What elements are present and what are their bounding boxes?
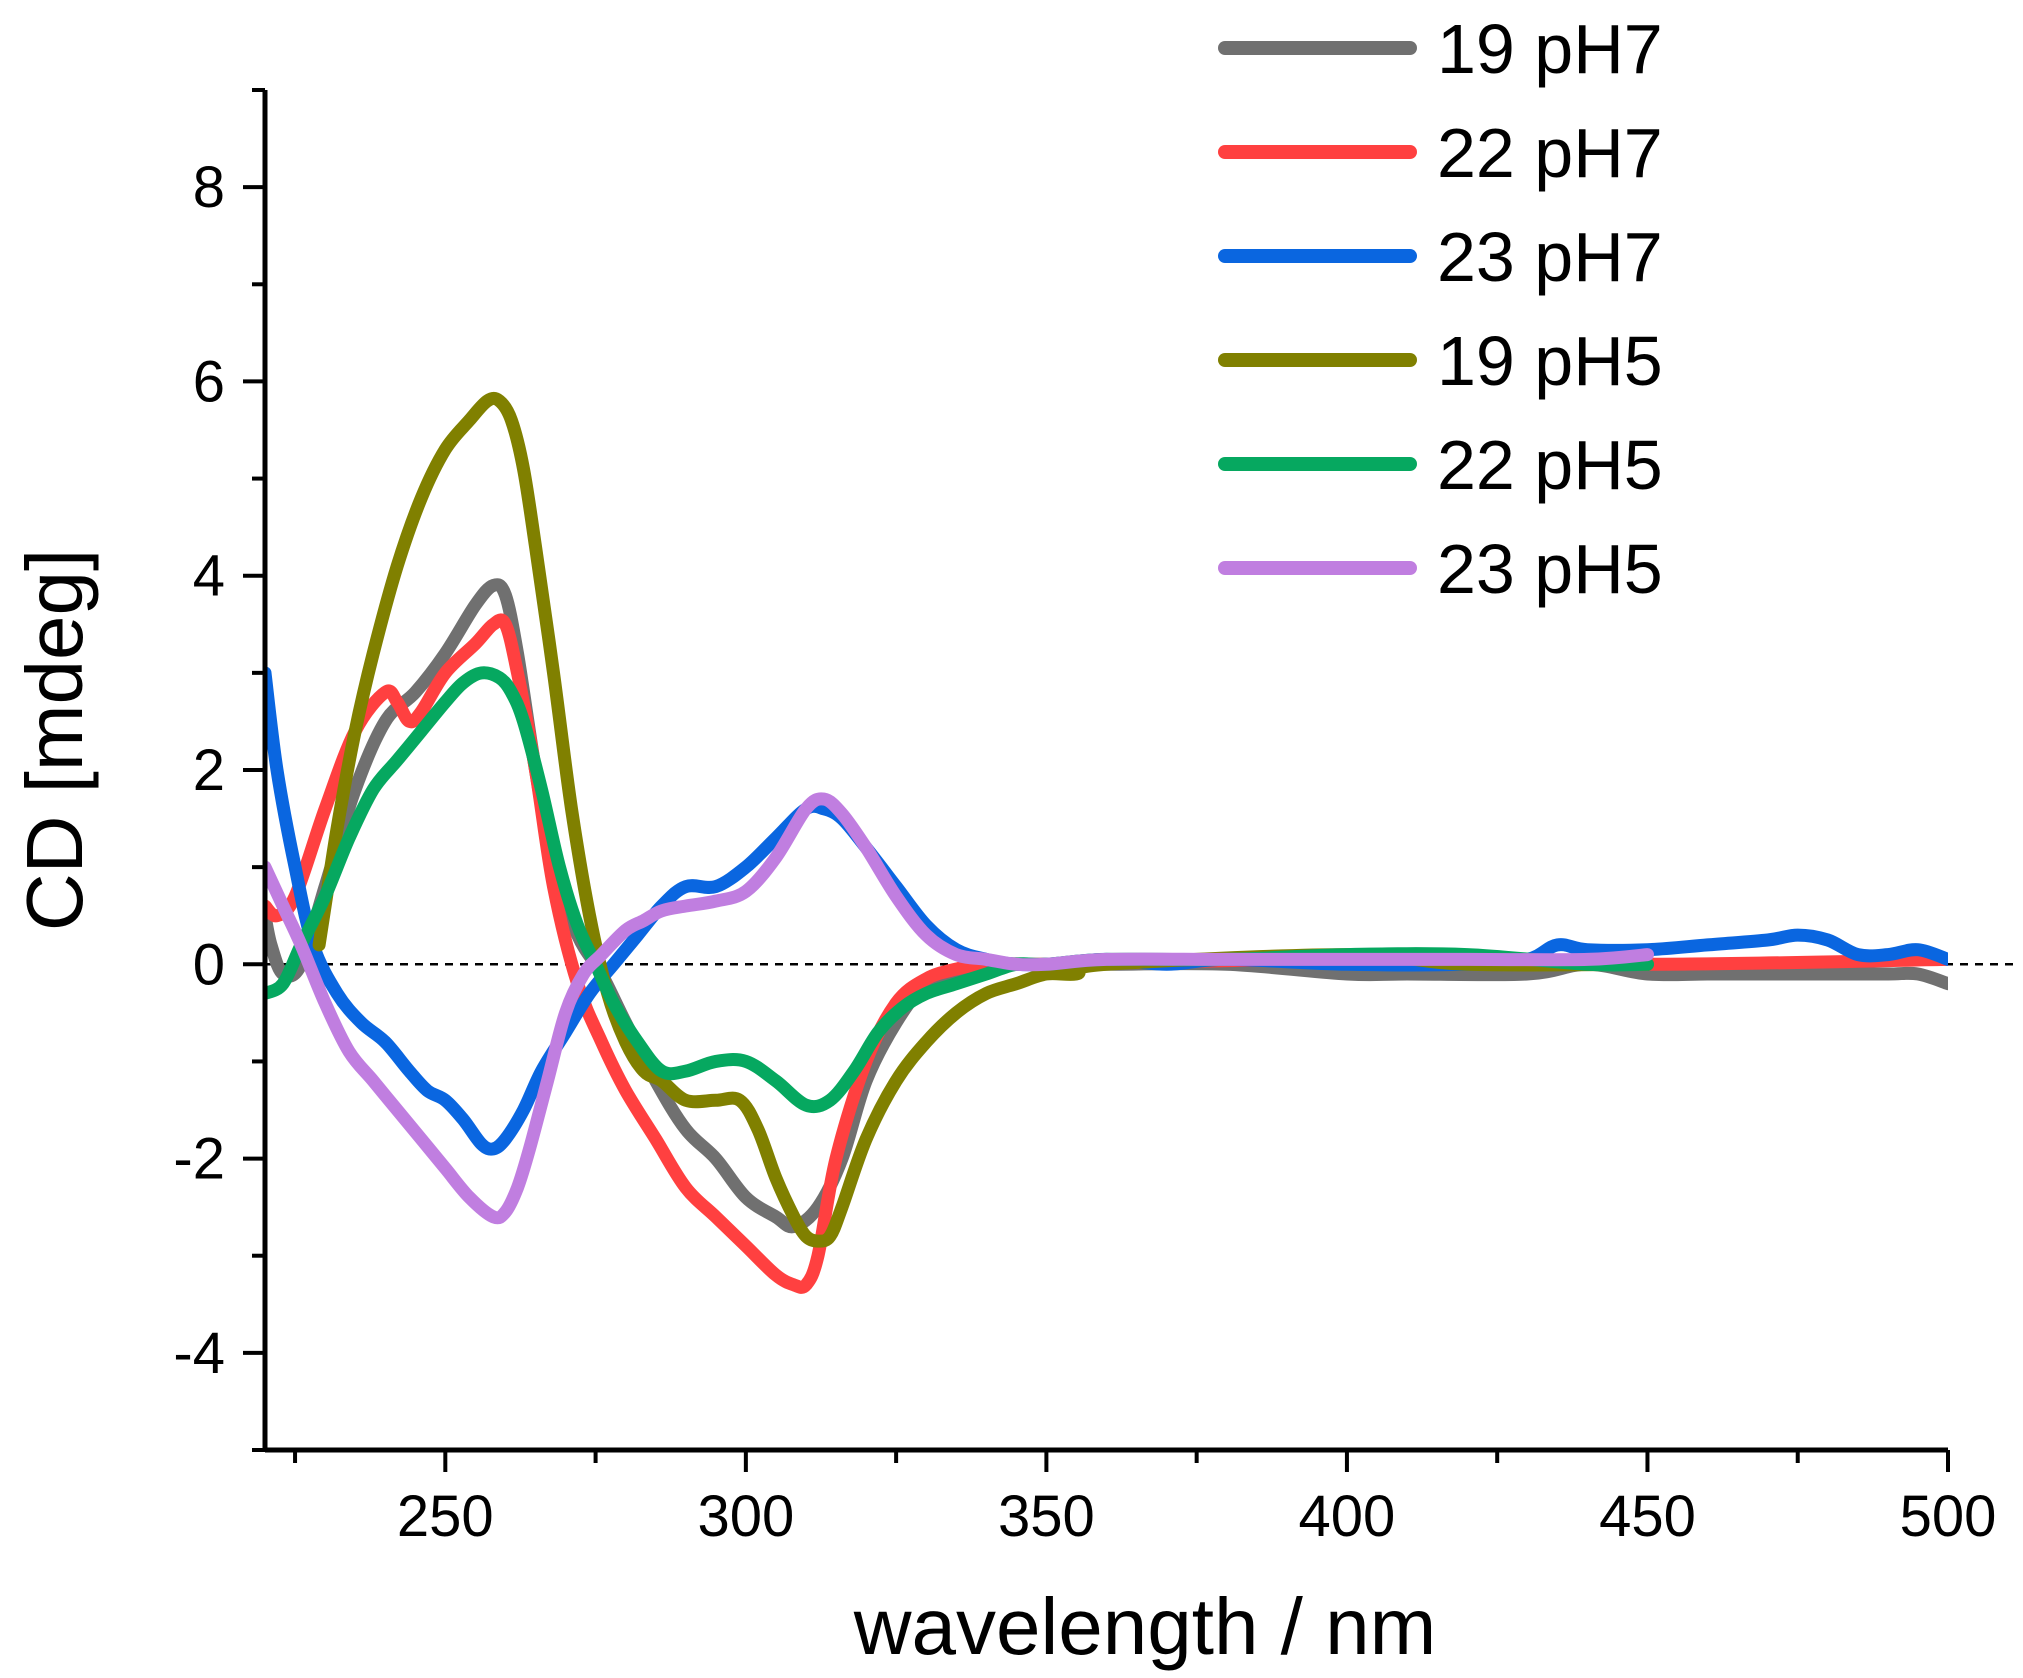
- y-tick-label-0: 0: [193, 932, 225, 997]
- x-tick-label-350: 350: [998, 1484, 1095, 1549]
- x-tick-label-250: 250: [397, 1484, 494, 1549]
- legend-label-19-ph5: 19 pH5: [1437, 322, 1663, 400]
- x-tick-label-500: 500: [1900, 1484, 1997, 1549]
- axes-layer: [262, 90, 1948, 1453]
- x-tick-label-450: 450: [1599, 1484, 1696, 1549]
- y-tick-label-2: 2: [193, 738, 225, 803]
- x-tick-label-300: 300: [697, 1484, 794, 1549]
- legend-label-19-ph7: 19 pH7: [1437, 10, 1663, 88]
- legend-label-22-ph5: 22 pH5: [1437, 426, 1663, 504]
- y-tick-label-6: 6: [193, 349, 225, 414]
- x-axis-title: wavelength / nm: [853, 1582, 1437, 1671]
- y-axis-title: CD [mdeg]: [10, 549, 99, 931]
- legend-label-23-ph7: 23 pH7: [1437, 218, 1663, 296]
- y-tick-label--2: -2: [173, 1127, 225, 1192]
- y-ticks: -4 -2 0 2 4 6 8: [173, 88, 265, 1452]
- series-layer: [265, 391, 1948, 1294]
- y-tick-label-8: 8: [193, 155, 225, 220]
- series-line-23-ph5: [265, 792, 1654, 1225]
- series-line-22-ph5: [265, 666, 1654, 1114]
- legend: 19 pH7 22 pH7 23 pH7 19 pH5 22 pH5 23 pH5: [1218, 10, 1663, 608]
- y-tick-label-4: 4: [193, 544, 225, 609]
- series-line-19-ph5: [312, 391, 1654, 1248]
- x-ticks: 250 300 350 400 450 500: [293, 1450, 1997, 1549]
- legend-label-22-ph7: 22 pH7: [1437, 114, 1663, 192]
- series-line-19-ph7: [265, 578, 1948, 1234]
- series-line-23-ph7: [265, 666, 1948, 1156]
- x-tick-label-400: 400: [1299, 1484, 1396, 1549]
- y-tick-label--4: -4: [173, 1321, 225, 1386]
- legend-label-23-ph5: 23 pH5: [1437, 530, 1663, 608]
